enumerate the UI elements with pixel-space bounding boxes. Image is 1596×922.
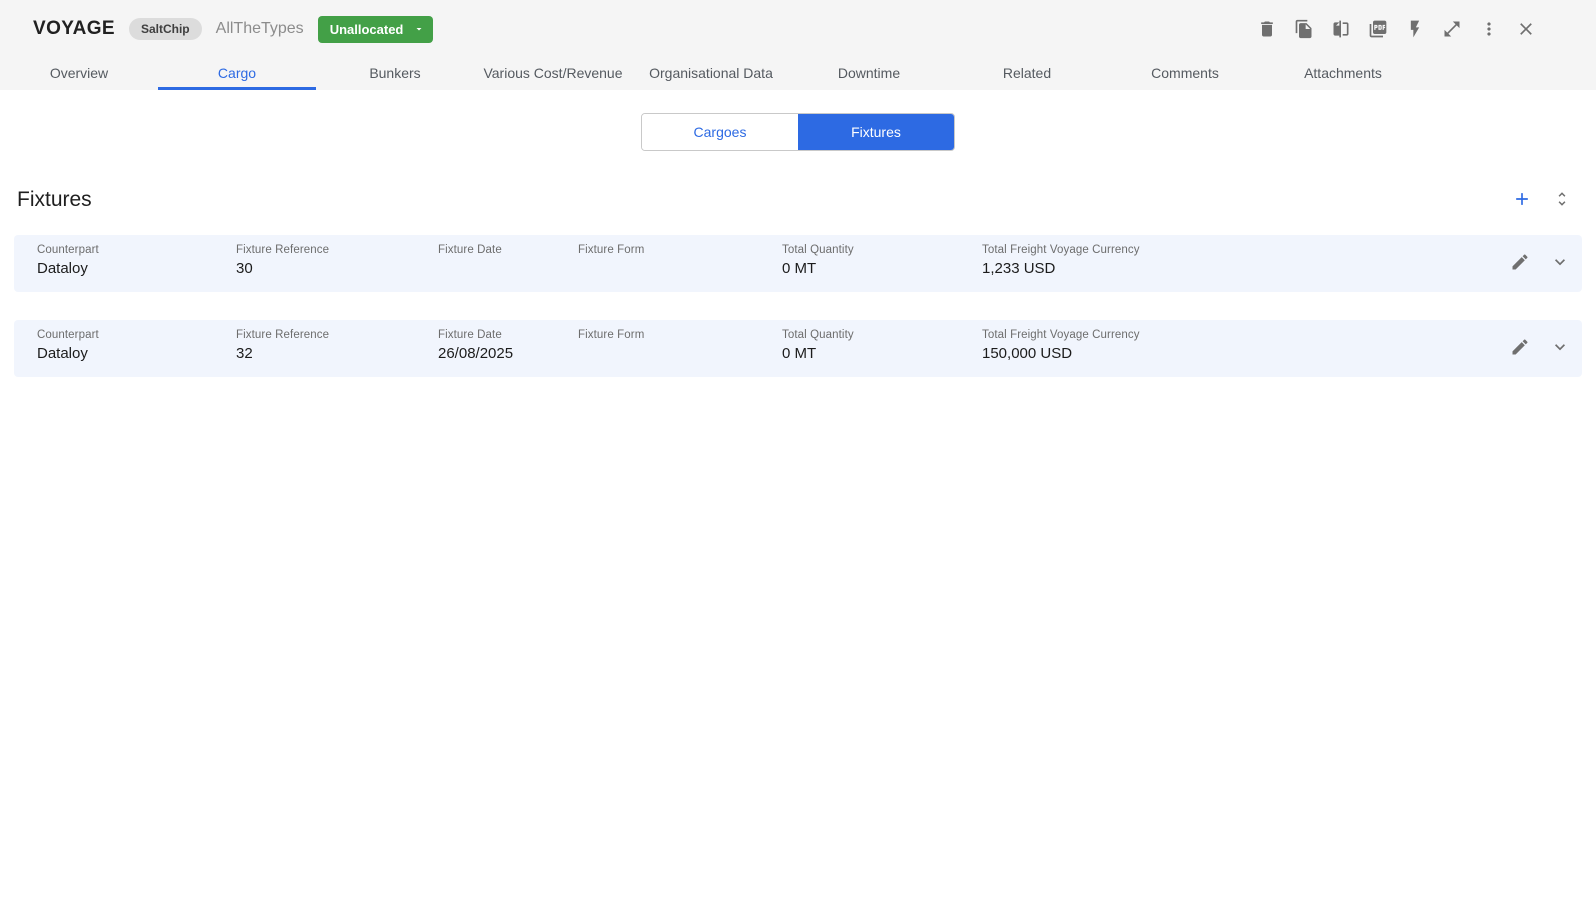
tab-related[interactable]: Related: [948, 58, 1106, 90]
field-value: 0 MT: [782, 260, 817, 277]
field-value: 0 MT: [782, 345, 817, 362]
compare-documents-icon: [1331, 19, 1351, 39]
field-fixture-reference: Fixture Reference 30: [236, 235, 438, 292]
row-actions: [1500, 235, 1582, 292]
app-header: VOYAGE SaltChip AllTheTypes Unallocated …: [0, 0, 1596, 90]
tab-comments[interactable]: Comments: [1106, 58, 1264, 90]
row-actions: [1500, 320, 1582, 377]
field-label: Counterpart: [37, 244, 99, 256]
section-title: Fixtures: [17, 188, 92, 211]
tab-various-cost-revenue[interactable]: Various Cost/Revenue: [474, 58, 632, 90]
expand-icon: [1442, 19, 1462, 39]
expand-row-button[interactable]: [1540, 329, 1580, 369]
fixture-row[interactable]: Counterpart Dataloy Fixture Reference 30…: [14, 235, 1582, 292]
field-value: 150,000 USD: [982, 345, 1073, 362]
delete-icon: [1257, 19, 1277, 39]
voyage-name: AllTheTypes: [215, 20, 304, 37]
field-fixture-form: Fixture Form: [578, 320, 782, 377]
edit-fixture-button[interactable]: [1500, 329, 1540, 369]
field-value: 32: [236, 345, 253, 362]
field-value: 30: [236, 260, 253, 277]
close-button[interactable]: [1507, 11, 1544, 47]
field-label: Fixture Form: [578, 244, 645, 256]
delete-button[interactable]: [1248, 11, 1285, 47]
unfold-more-icon: [1553, 190, 1571, 211]
more-menu-button[interactable]: [1470, 11, 1507, 47]
expand-row-button[interactable]: [1540, 244, 1580, 284]
chevron-down-icon: [1550, 337, 1570, 360]
expand-fullscreen-button[interactable]: [1433, 11, 1470, 47]
cargo-view-toggle: Cargoes Fixtures: [0, 113, 1596, 151]
page-title: VOYAGE: [33, 18, 115, 39]
header-title-row: VOYAGE SaltChip AllTheTypes Unallocated: [0, 0, 1596, 58]
field-total-freight: Total Freight Voyage Currency 1,233 USD: [982, 235, 1500, 292]
status-label: Unallocated: [329, 21, 404, 37]
pdf-icon: [1368, 19, 1388, 39]
compare-documents-button[interactable]: [1322, 11, 1359, 47]
field-value: [578, 260, 782, 278]
field-label: Fixture Reference: [236, 329, 330, 341]
field-label: Total Quantity: [782, 329, 854, 341]
field-value: Dataloy: [37, 260, 88, 277]
tab-overview[interactable]: Overview: [0, 58, 158, 90]
tab-downtime[interactable]: Downtime: [790, 58, 948, 90]
field-total-quantity: Total Quantity 0 MT: [782, 320, 982, 377]
field-fixture-form: Fixture Form: [578, 235, 782, 292]
type-chip: SaltChip: [128, 18, 202, 40]
toggle-fixtures[interactable]: Fixtures: [798, 114, 954, 150]
edit-fixture-button[interactable]: [1500, 244, 1540, 284]
more-vert-icon: [1479, 19, 1499, 39]
field-label: Total Quantity: [782, 244, 854, 256]
expand-collapse-all-button[interactable]: [1542, 180, 1582, 220]
tab-attachments[interactable]: Attachments: [1264, 58, 1422, 90]
fixture-row[interactable]: Counterpart Dataloy Fixture Reference 32…: [14, 320, 1582, 377]
field-value: [438, 260, 578, 278]
field-total-quantity: Total Quantity 0 MT: [782, 235, 982, 292]
field-fixture-date: Fixture Date: [438, 235, 578, 292]
edit-pencil-icon: [1510, 252, 1530, 275]
flash-button[interactable]: [1396, 11, 1433, 47]
tab-organisational-data[interactable]: Organisational Data: [632, 58, 790, 90]
field-fixture-reference: Fixture Reference 32: [236, 320, 438, 377]
field-label: Fixture Date: [438, 329, 502, 341]
chevron-down-icon: [1550, 252, 1570, 275]
field-value: Dataloy: [37, 345, 88, 362]
tab-bar: Overview Cargo Bunkers Various Cost/Reve…: [0, 58, 1596, 90]
field-label: Fixture Reference: [236, 244, 330, 256]
field-counterpart: Counterpart Dataloy: [37, 235, 236, 292]
field-value: 1,233 USD: [982, 260, 1056, 277]
field-fixture-date: Fixture Date 26/08/2025: [438, 320, 578, 377]
field-label: Counterpart: [37, 329, 99, 341]
header-actions: [1248, 11, 1544, 47]
field-label: Fixture Form: [578, 329, 645, 341]
toggle-group: Cargoes Fixtures: [641, 113, 955, 151]
tab-cargo[interactable]: Cargo: [158, 58, 316, 90]
field-counterpart: Counterpart Dataloy: [37, 320, 236, 377]
field-value: 26/08/2025: [438, 345, 514, 362]
add-fixture-button[interactable]: [1502, 180, 1542, 220]
field-label: Fixture Date: [438, 244, 502, 256]
edit-pencil-icon: [1510, 337, 1530, 360]
status-dropdown-button[interactable]: Unallocated: [317, 15, 434, 43]
flash-icon: [1405, 19, 1425, 39]
copy-button[interactable]: [1285, 11, 1322, 47]
section-actions: [1502, 180, 1582, 220]
tab-bunkers[interactable]: Bunkers: [316, 58, 474, 90]
add-icon: [1512, 189, 1532, 212]
field-total-freight: Total Freight Voyage Currency 150,000 US…: [982, 320, 1500, 377]
field-label: Total Freight Voyage Currency: [982, 329, 1140, 341]
field-value: [578, 345, 782, 363]
close-icon: [1516, 19, 1536, 39]
pdf-button[interactable]: [1359, 11, 1396, 47]
fixtures-section-header: Fixtures: [14, 179, 1582, 221]
copy-icon: [1294, 19, 1314, 39]
caret-down-icon: [413, 23, 425, 35]
field-label: Total Freight Voyage Currency: [982, 244, 1140, 256]
toggle-cargoes[interactable]: Cargoes: [642, 114, 798, 150]
